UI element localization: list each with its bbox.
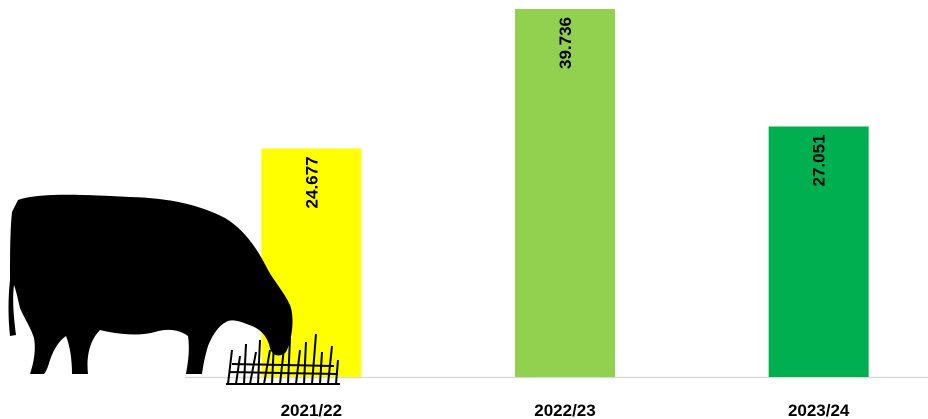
- bar: [515, 9, 615, 377]
- x-tick-label: 2023/24: [788, 401, 850, 419]
- value-label: 27.051: [810, 134, 829, 186]
- bars: 24.677 39.736 27.051: [261, 9, 869, 377]
- bar: [768, 126, 869, 377]
- grass: [226, 333, 340, 385]
- value-label: 24.677: [302, 156, 321, 208]
- x-tick-label: 2021/22: [281, 401, 342, 419]
- value-label: 39.736: [556, 17, 575, 69]
- cow-silhouette: [8, 194, 293, 374]
- cow-illustration: [8, 194, 340, 385]
- x-tick-label: 2022/23: [534, 401, 595, 419]
